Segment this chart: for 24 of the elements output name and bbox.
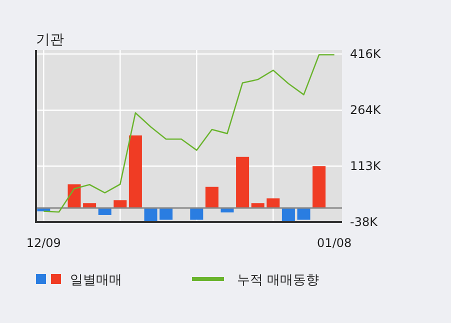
line-series bbox=[43, 54, 335, 213]
legend-label: 일별매매 bbox=[70, 273, 122, 288]
bar bbox=[220, 208, 234, 212]
bar bbox=[312, 166, 326, 208]
legend-item: 누적 매매동향 bbox=[192, 273, 320, 288]
legend-item: 일별매매 bbox=[36, 273, 122, 288]
x-tick-label: 01/08 bbox=[317, 236, 352, 250]
chart-title: 기관 bbox=[36, 32, 64, 48]
legend-label: 누적 매매동향 bbox=[237, 273, 320, 288]
bar bbox=[190, 208, 204, 220]
bar bbox=[236, 156, 250, 208]
bar bbox=[160, 208, 173, 220]
bar bbox=[297, 208, 310, 220]
bar bbox=[144, 208, 158, 222]
bar bbox=[68, 184, 81, 208]
y-tick-label: 113K bbox=[350, 159, 382, 174]
bar bbox=[98, 208, 112, 215]
bar bbox=[114, 200, 127, 208]
bar bbox=[128, 135, 142, 208]
y-tick-label: 264K bbox=[350, 103, 382, 118]
x-tick-label: 12/09 bbox=[26, 236, 61, 250]
bar bbox=[205, 186, 218, 208]
y-tick-label: -38K bbox=[350, 215, 379, 229]
y-tick-label: 416K bbox=[350, 47, 382, 61]
